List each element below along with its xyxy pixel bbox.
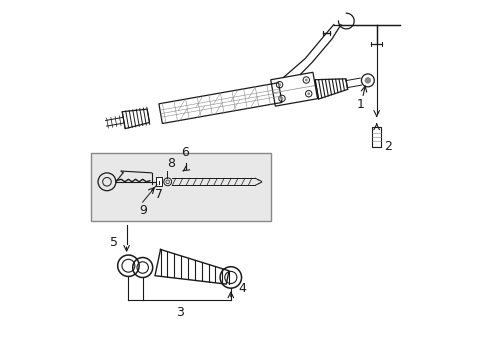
Text: 7: 7 [154, 188, 163, 201]
Circle shape [364, 77, 370, 84]
Circle shape [304, 78, 307, 81]
Bar [156, 177, 162, 186]
Text: 2: 2 [384, 140, 391, 153]
Circle shape [306, 92, 309, 95]
Circle shape [280, 97, 283, 100]
Bar [372, 127, 380, 147]
Text: 4: 4 [238, 283, 246, 296]
Text: 3: 3 [175, 306, 183, 319]
Text: 8: 8 [167, 157, 175, 170]
Bar [91, 153, 271, 221]
Text: 5: 5 [110, 236, 118, 249]
Text: 1: 1 [356, 98, 364, 111]
Text: 6: 6 [181, 145, 189, 158]
Text: 9: 9 [139, 204, 146, 217]
Circle shape [278, 83, 281, 86]
